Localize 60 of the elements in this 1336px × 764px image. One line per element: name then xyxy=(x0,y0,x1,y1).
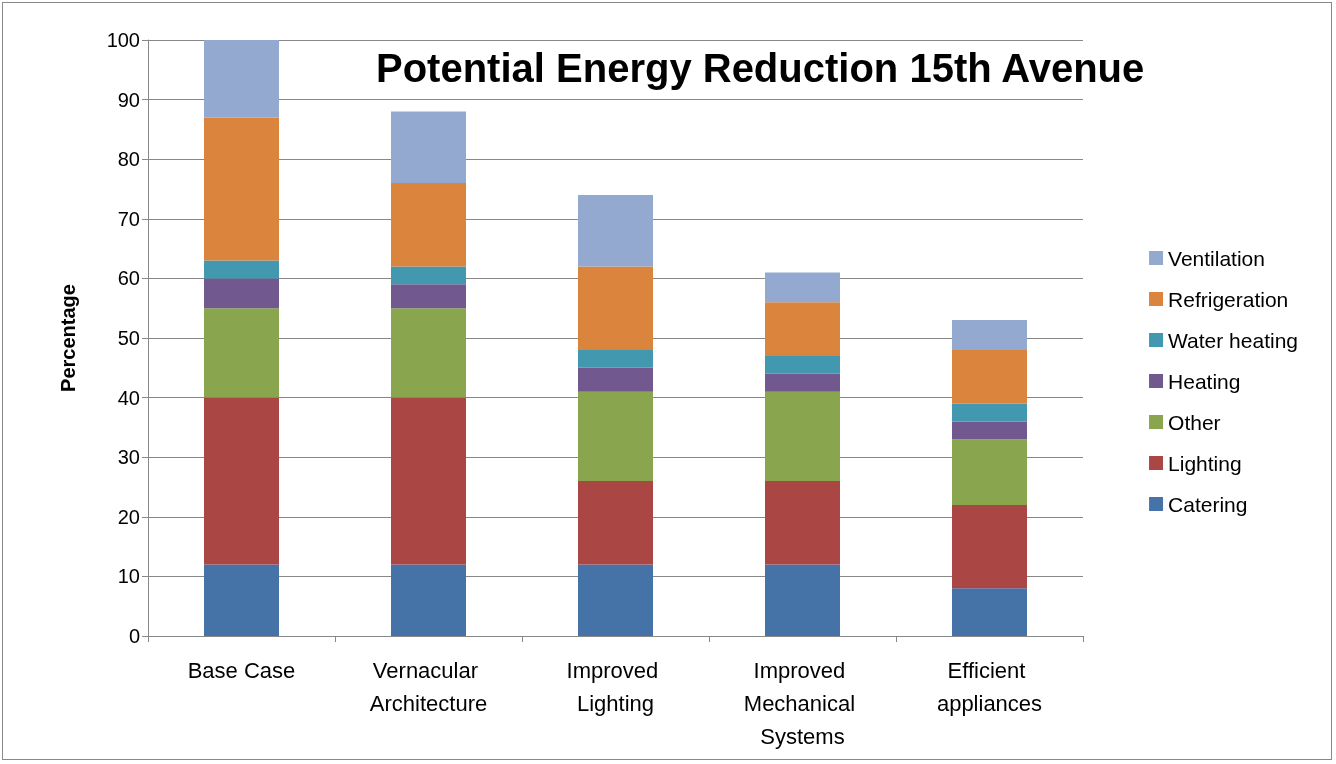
y-tick-label: 0 xyxy=(128,625,140,647)
bar xyxy=(391,564,466,636)
bar xyxy=(952,421,1027,440)
bar xyxy=(204,397,279,565)
bar xyxy=(391,111,466,184)
legend-label: Heating xyxy=(1168,369,1241,393)
x-tick-label: Base Case xyxy=(187,658,296,683)
y-tick-label: 50 xyxy=(117,327,140,349)
bar xyxy=(765,272,840,303)
bar xyxy=(578,266,653,350)
bar xyxy=(578,481,653,565)
bar xyxy=(391,183,466,267)
legend-label: Other xyxy=(1168,410,1221,434)
bar xyxy=(765,355,840,374)
bar xyxy=(578,194,653,267)
bar xyxy=(391,308,466,398)
legend-label: Lighting xyxy=(1168,451,1242,475)
chart-title: Potential Energy Reduction 15th Avenue xyxy=(376,46,1145,90)
bar xyxy=(952,320,1027,350)
bar xyxy=(204,278,279,309)
bar xyxy=(204,260,279,279)
y-tick-label: 70 xyxy=(117,207,140,230)
bar xyxy=(578,349,653,368)
y-tick-label: 20 xyxy=(117,505,140,528)
y-tick-label: 90 xyxy=(117,88,140,111)
bar xyxy=(578,367,653,392)
bar xyxy=(204,564,279,636)
bar xyxy=(391,397,466,565)
bar xyxy=(204,40,279,118)
legend-label: Water heating xyxy=(1168,328,1299,352)
bar xyxy=(204,117,279,261)
y-tick-label: 100 xyxy=(106,29,140,51)
y-tick-label: 10 xyxy=(117,565,140,588)
y-tick-label: 60 xyxy=(117,267,140,290)
bar xyxy=(204,308,279,398)
bar xyxy=(765,373,840,392)
bar xyxy=(952,349,1027,404)
y-tick-label: 40 xyxy=(117,386,140,409)
bar xyxy=(391,284,466,309)
x-tick-label: Efficient appliances xyxy=(936,658,1043,716)
legend-label: Catering xyxy=(1168,492,1248,516)
bar xyxy=(765,391,840,482)
legend-label: Ventilation xyxy=(1168,246,1265,270)
bar xyxy=(952,439,1027,505)
y-tick-label: 30 xyxy=(117,446,140,469)
bar xyxy=(391,266,466,285)
bar xyxy=(765,302,840,356)
y-axis-title: Percentage xyxy=(57,284,79,392)
bar xyxy=(952,403,1027,422)
bar xyxy=(578,391,653,482)
bar xyxy=(765,564,840,636)
bar xyxy=(578,564,653,636)
bar xyxy=(952,504,1027,589)
y-tick-label: 80 xyxy=(117,148,140,171)
x-tick-label: Vernacular Architecture xyxy=(369,658,488,716)
bar xyxy=(952,588,1027,636)
bar xyxy=(765,481,840,565)
x-tick-label: Improved Lighting xyxy=(566,658,665,716)
legend-label: Refrigeration xyxy=(1168,287,1289,311)
x-tick-label: Improved Mechanical Systems xyxy=(743,658,862,749)
